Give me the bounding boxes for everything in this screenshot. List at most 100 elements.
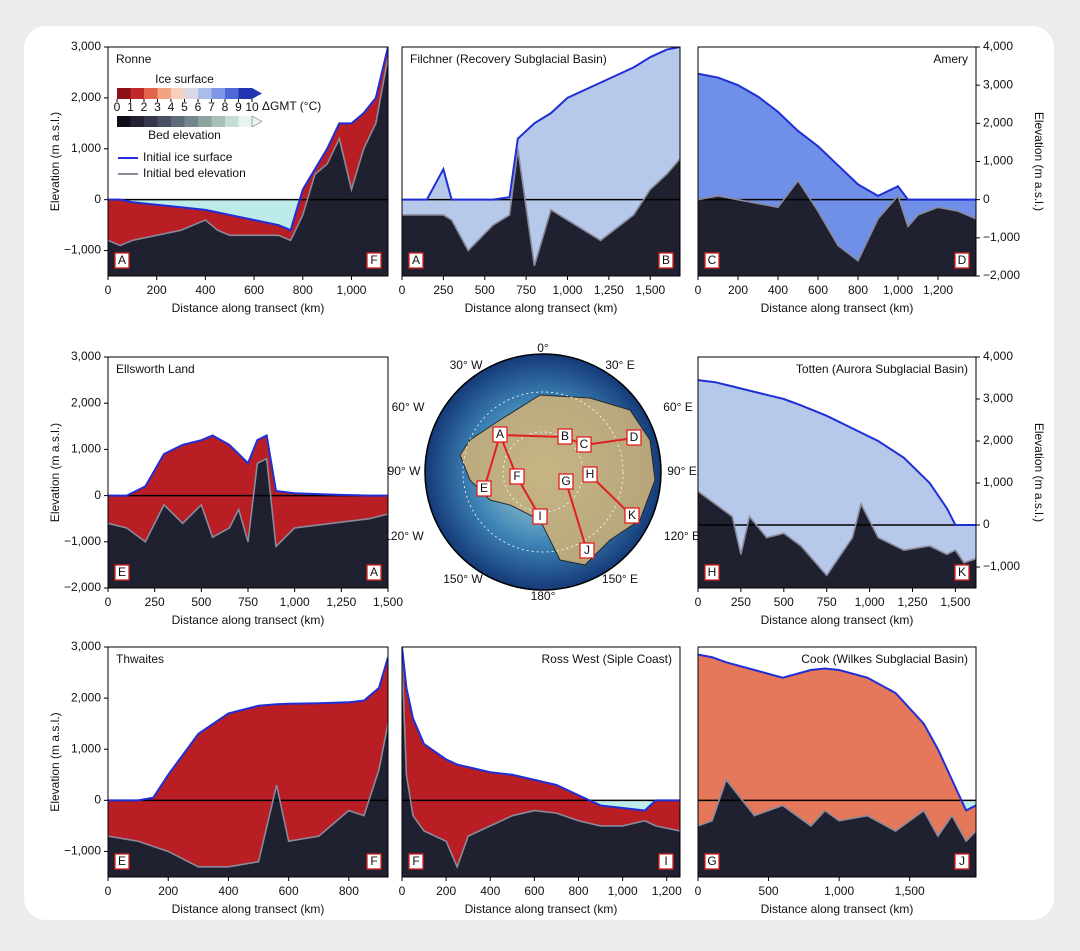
colorbar-tick-label: 8 [222,100,229,114]
endpoint-box [408,853,424,870]
y-tick-label: −1,000 [64,243,101,257]
colorbar-segment [211,116,226,127]
y-tick-label: −1,000 [64,844,101,858]
bed-fill [402,148,680,276]
longitude-label: 90° W [388,464,421,478]
endpoint-label: F [370,854,377,868]
site-box [492,426,508,443]
y-tick-label: 1,000 [71,141,101,155]
y-tick-label: 3,000 [983,77,1013,91]
surface-line [698,379,976,526]
y-tick-label: 3,000 [71,349,101,363]
ice-fill [402,647,680,867]
transect [565,481,588,552]
colorbar-tick-label: 9 [235,100,242,114]
endpoint-box [954,853,970,870]
site-box [579,542,595,559]
panel-title: Ronne [116,52,152,66]
panel [698,72,976,276]
longitude-label: 60° W [392,400,425,414]
x-tick-label: 250 [433,283,453,297]
x-tick-label: 400 [218,884,238,898]
ice-fill [108,47,388,246]
colorbar-segment [238,116,253,127]
endpoint-box [366,564,382,581]
legend-label: Initial bed elevation [143,166,246,180]
y-tick-label: 2,000 [71,395,101,409]
colorbar-tick-label: 1 [127,100,134,114]
x-tick-label: 200 [436,884,456,898]
y-tick-label: 3,000 [71,639,101,653]
panel [698,653,976,877]
y-tick-label: 1,000 [71,741,101,755]
colorbar-segment [144,88,158,99]
bed-fill [698,779,976,877]
y-tick-label: −1,000 [64,534,101,548]
y-tick-label: 2,000 [71,690,101,704]
ice-fill [108,657,388,867]
colorbar-tick-label: 7 [208,100,215,114]
bed-line [698,179,976,262]
x-tick-label: 1,500 [940,595,970,609]
endpoint-box [366,252,382,269]
frame [401,646,681,878]
ice-fill [698,380,976,576]
endpoint-box [954,564,970,581]
y-axis-label: Elevation (m a.s.l.) [48,112,62,211]
site-label: E [480,481,488,495]
x-tick-label: 250 [731,595,751,609]
frame [697,356,977,589]
x-axis-label: Distance along transect (km) [172,902,325,916]
x-tick-label: 1,200 [652,884,682,898]
site-label: B [561,429,569,443]
endpoint-label: C [708,253,717,267]
longitude-label: 0° [537,341,549,355]
bed-line [402,657,680,869]
x-axis-label: Distance along transect (km) [172,613,325,627]
panel [108,656,388,877]
colorbar-segment [157,116,172,127]
x-tick-label: 750 [817,595,837,609]
longitude-label: 180° [531,589,556,603]
panel-title: Ellsworth Land [116,362,195,376]
colorbar-segment [117,116,131,127]
y-tick-label: 1,000 [983,154,1013,168]
colorbar-title: ΔGMT (°C) [262,99,321,113]
panel [402,47,680,276]
surface-line [698,653,976,812]
x-axis-label: Distance along transect (km) [761,902,914,916]
panel-title: Cook (Wilkes Subglacial Basin) [801,652,968,666]
endpoint-label: E [118,854,126,868]
site-label: G [561,474,570,488]
x-tick-label: 500 [774,595,794,609]
x-tick-label: 500 [475,283,495,297]
endpoint-label: F [412,854,419,868]
panel-title: Amery [933,52,968,66]
site-box [557,428,573,445]
y-tick-label: 2,000 [983,116,1013,130]
colorbar-segment [117,88,131,99]
colorbar-segment [225,88,239,99]
y-tick-label: 0 [94,488,101,502]
endpoint-box [954,252,970,269]
colorbar-segment [184,88,199,99]
y-tick-label: 0 [94,192,101,206]
longitude-label: 60° E [663,400,692,414]
site-label: K [628,508,636,522]
surface-line [108,434,388,497]
y-tick-label: 4,000 [983,39,1013,53]
colorbar-tick-label: 6 [195,100,202,114]
colorbar-tick-label: 4 [168,100,175,114]
x-axis-label: Distance along transect (km) [761,301,914,315]
site-box [624,507,640,524]
y-tick-label: −2,000 [983,268,1020,282]
surface-line [698,72,976,201]
colorbar-segment [238,88,253,99]
site-label: C [580,437,589,451]
colorbar-segment [171,116,185,127]
endpoint-label: E [118,565,126,579]
site-box [558,473,574,490]
map [424,353,662,591]
site-box [476,480,492,497]
